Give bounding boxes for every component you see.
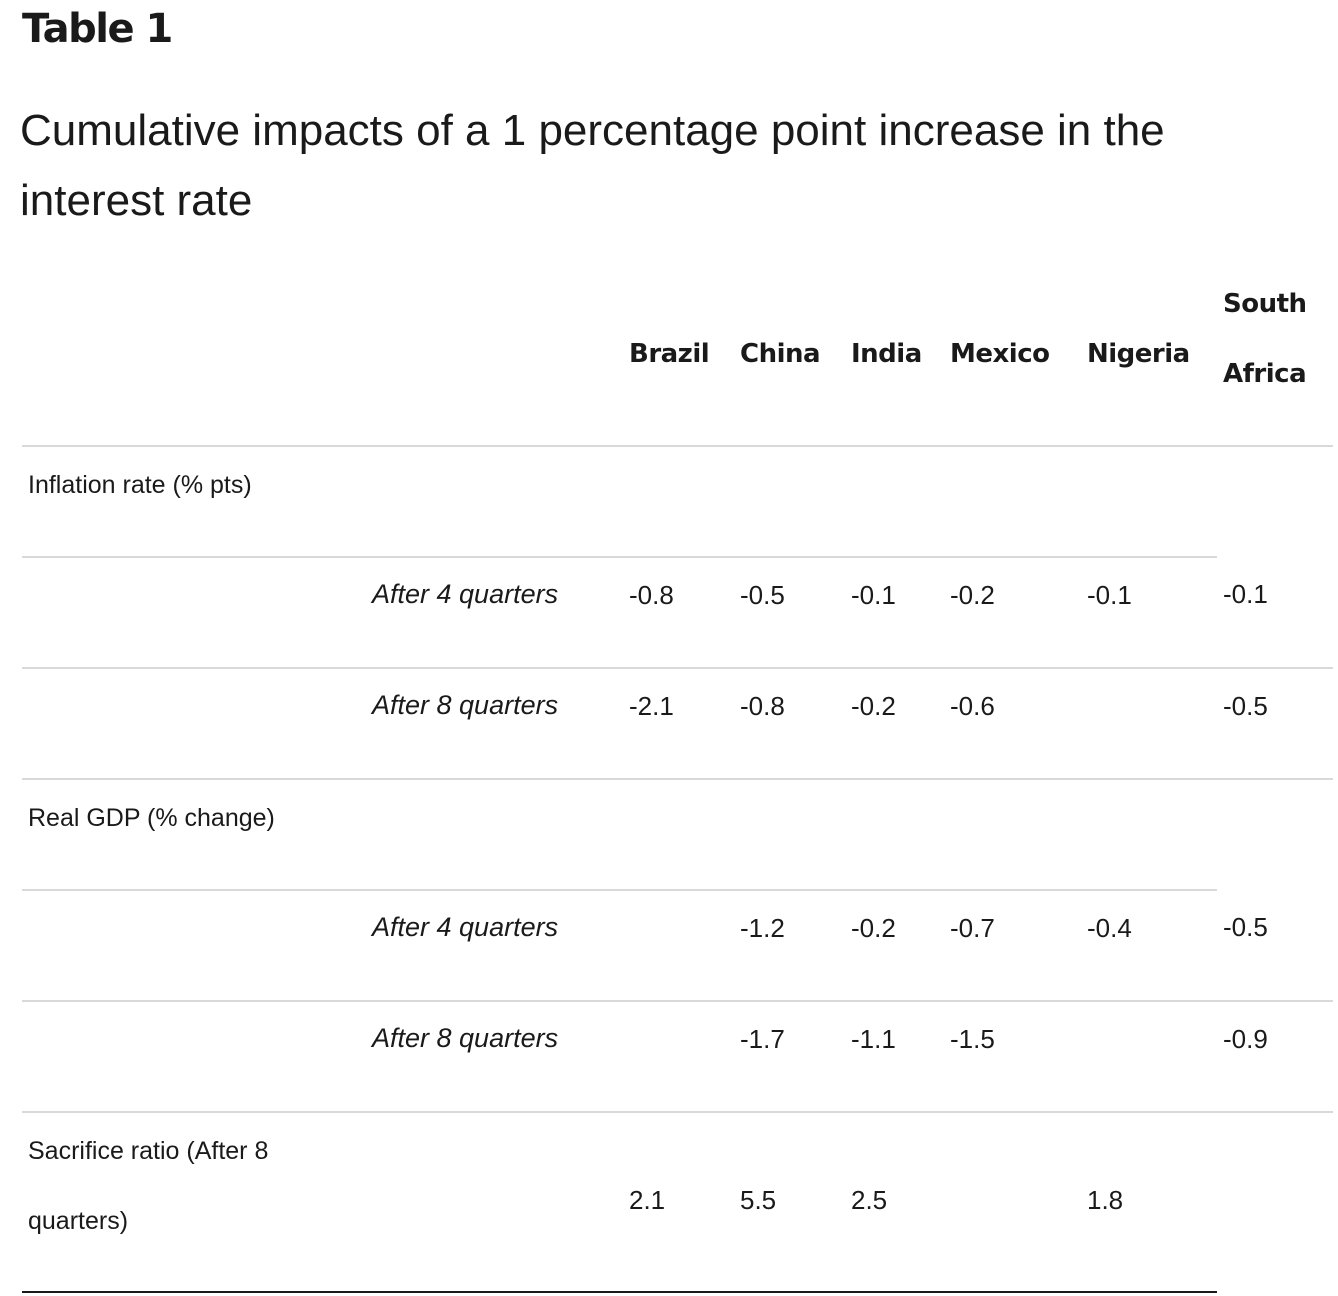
table-cell: 5.5	[740, 1185, 777, 1215]
section-label-inflation: Inflation rate (% pts)	[28, 471, 252, 499]
row-label: After 8 quarters	[372, 1023, 559, 1053]
row-divider	[22, 1000, 1333, 1002]
column-header-nigeria: Nigeria	[1087, 339, 1190, 369]
row-divider	[22, 889, 1217, 891]
table-cell: -0.9	[1223, 1024, 1268, 1054]
row-divider	[22, 445, 1333, 447]
table-cell: -1.7	[740, 1024, 785, 1054]
table-bottom-rule	[22, 1291, 1217, 1293]
row-divider	[22, 1111, 1333, 1113]
table-cell: -1.5	[950, 1024, 995, 1054]
table-subtitle: Cumulative impacts of a 1 percentage poi…	[20, 106, 1165, 225]
table-cell: -2.1	[629, 691, 674, 721]
column-header-india: India	[851, 339, 922, 369]
row-label: After 4 quarters	[372, 579, 559, 609]
table-cell: -0.2	[851, 691, 896, 721]
column-header-brazil: Brazil	[629, 339, 710, 369]
row-divider	[22, 778, 1333, 780]
table-cell: -0.6	[950, 691, 995, 721]
table-cell: -1.2	[740, 913, 785, 943]
column-header-mexico: Mexico	[950, 339, 1050, 369]
table-cell: -0.1	[851, 580, 896, 610]
section-label-sacrifice-ratio: Sacrifice ratio (After 8 quarters)	[28, 1137, 269, 1235]
table-cell: -0.5	[740, 580, 785, 610]
table-cell: -0.2	[851, 913, 896, 943]
table-cell: -0.8	[629, 580, 674, 610]
table-cell: -0.1	[1223, 579, 1268, 609]
table-cell: 2.1	[629, 1185, 666, 1215]
row-divider	[22, 667, 1333, 669]
table-cell: -0.4	[1087, 913, 1132, 943]
table-cell: -0.5	[1223, 912, 1268, 942]
table-cell: -0.7	[950, 913, 995, 943]
row-divider	[22, 556, 1217, 558]
table-cell: 1.8	[1087, 1185, 1124, 1215]
row-label: After 4 quarters	[372, 912, 559, 942]
table-title: Table 1	[22, 6, 173, 52]
table-cell: -0.2	[950, 580, 995, 610]
column-header-south-africa: South Africa	[1223, 289, 1307, 389]
table-cell: -0.1	[1087, 580, 1132, 610]
row-label: After 8 quarters	[372, 690, 559, 720]
section-label-real-gdp: Real GDP (% change)	[28, 804, 275, 832]
table-cell: 2.5	[851, 1185, 888, 1215]
table-cell: -0.8	[740, 691, 785, 721]
table-cell: -1.1	[851, 1024, 896, 1054]
column-header-china: China	[740, 339, 821, 369]
table-cell: -0.5	[1223, 691, 1268, 721]
